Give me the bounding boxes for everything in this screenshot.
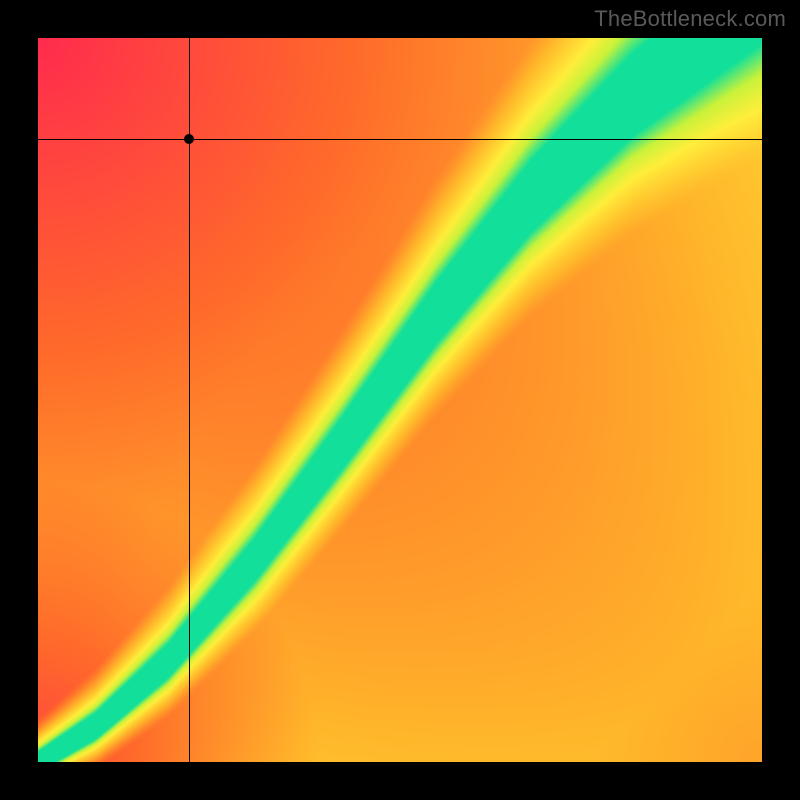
crosshair-vertical	[189, 38, 190, 762]
crosshair-marker-dot	[184, 134, 194, 144]
heatmap-plot-area	[38, 38, 762, 762]
heatmap-canvas	[38, 38, 762, 762]
crosshair-horizontal	[38, 139, 762, 140]
watermark-text: TheBottleneck.com	[594, 6, 786, 32]
